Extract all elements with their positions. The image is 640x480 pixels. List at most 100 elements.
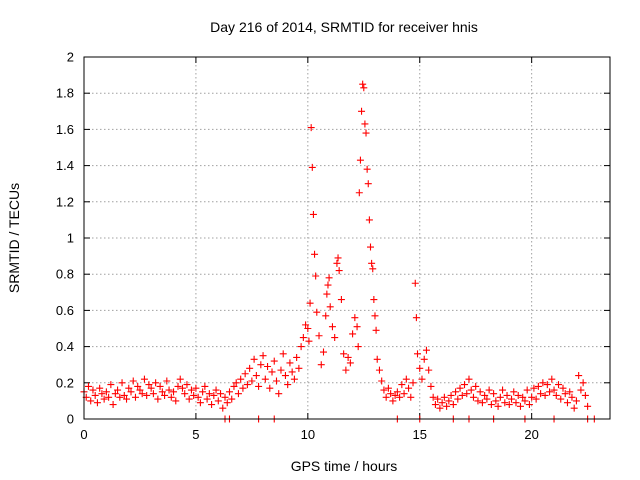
y-tick-label: 0.6 — [56, 303, 74, 318]
grid — [84, 57, 610, 419]
data-point — [334, 254, 342, 262]
data-point — [203, 395, 211, 403]
data-point — [93, 399, 101, 407]
data-point — [257, 361, 265, 369]
data-point — [361, 120, 369, 128]
data-point — [295, 364, 303, 372]
data-point — [313, 308, 321, 316]
data-point — [499, 386, 507, 394]
data-point — [483, 395, 491, 403]
data-point — [268, 368, 276, 376]
data-point — [416, 364, 424, 372]
data-point — [434, 395, 442, 403]
y-tick-label: 1.8 — [56, 86, 74, 101]
data-point — [514, 391, 522, 399]
data-point — [299, 334, 307, 342]
data-point — [154, 395, 162, 403]
data-point — [241, 370, 249, 378]
data-point — [284, 381, 292, 389]
data-point — [158, 388, 166, 396]
data-point — [305, 337, 313, 345]
data-point — [187, 386, 195, 394]
data-point — [145, 381, 153, 389]
data-point — [125, 384, 133, 392]
data-point — [221, 393, 229, 401]
data-point — [324, 281, 332, 289]
y-tick-label: 0.4 — [56, 339, 74, 354]
data-point — [199, 388, 207, 396]
y-tick-label: 0.8 — [56, 267, 74, 282]
data-point — [365, 216, 373, 224]
x-tick-label: 10 — [301, 427, 315, 442]
data-point — [161, 391, 169, 399]
data-point — [261, 375, 269, 383]
data-point — [356, 156, 364, 164]
data-point — [478, 399, 486, 407]
data-point — [431, 401, 439, 409]
y-axis-label: SRMTID / TECUs — [6, 183, 22, 293]
data-point — [237, 375, 245, 383]
data-point — [172, 397, 180, 405]
data-point — [454, 395, 462, 403]
data-point — [476, 388, 484, 396]
data-point — [393, 388, 401, 396]
data-point — [196, 399, 204, 407]
data-point — [328, 323, 336, 331]
data-point — [414, 350, 422, 358]
data-point — [208, 401, 216, 409]
data-point — [219, 404, 227, 412]
data-point — [521, 397, 529, 405]
data-point — [418, 375, 426, 383]
data-point — [469, 393, 477, 401]
data-point — [372, 326, 380, 334]
data-point — [302, 321, 310, 329]
data-point — [458, 391, 466, 399]
data-point — [577, 386, 585, 394]
data-point — [181, 390, 189, 398]
data-point — [243, 381, 251, 389]
data-point — [309, 210, 317, 218]
data-point — [311, 250, 319, 258]
data-point — [369, 265, 377, 273]
data-point — [138, 390, 146, 398]
data-point — [440, 393, 448, 401]
data-point — [127, 388, 135, 396]
data-point — [537, 390, 545, 398]
data-point — [304, 325, 312, 332]
data-point — [346, 359, 354, 367]
data-point — [380, 386, 388, 394]
data-point — [105, 393, 113, 401]
data-point — [391, 391, 399, 399]
data-point — [525, 401, 533, 409]
data-point — [363, 165, 371, 173]
data-point — [89, 386, 97, 394]
data-point — [409, 379, 417, 387]
data-point — [496, 393, 504, 401]
data-point — [443, 402, 451, 410]
data-point — [510, 388, 518, 396]
data-point — [118, 379, 126, 387]
data-point — [368, 259, 376, 267]
data-point — [308, 163, 316, 171]
data-point — [407, 393, 415, 401]
data-point — [140, 375, 148, 383]
data-point — [223, 399, 231, 407]
data-point — [286, 359, 294, 367]
data-point — [156, 382, 164, 390]
data-point — [398, 381, 406, 389]
data-point — [494, 402, 502, 410]
data-point — [411, 279, 419, 287]
data-point — [412, 314, 420, 322]
data-point — [358, 107, 366, 115]
y-tick-label: 1 — [67, 231, 74, 246]
data-point — [541, 391, 549, 399]
y-tick-label: 0.2 — [56, 375, 74, 390]
data-point — [584, 402, 592, 410]
data-point — [362, 129, 370, 137]
data-point — [389, 397, 397, 405]
data-point — [570, 404, 578, 412]
data-point — [552, 391, 560, 399]
data-point — [487, 401, 495, 409]
data-point — [165, 386, 173, 394]
